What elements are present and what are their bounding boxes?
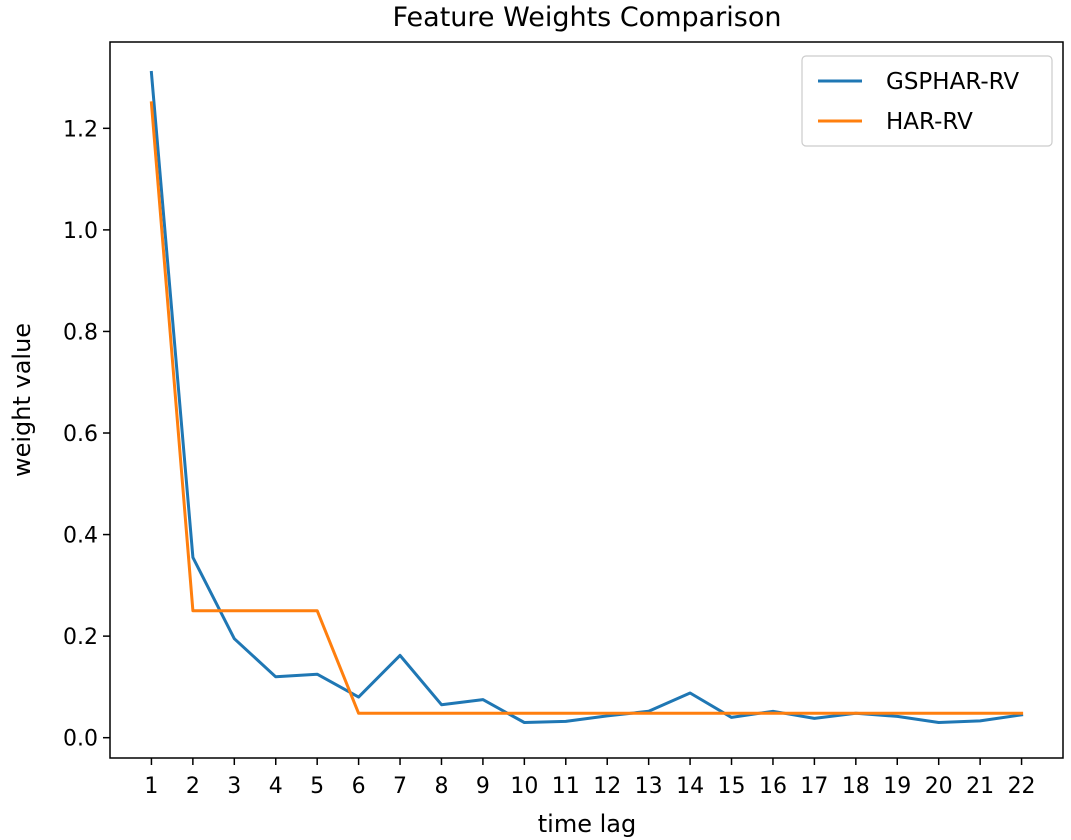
y-axis-title: weight value	[8, 323, 36, 477]
x-tick-label: 12	[593, 774, 621, 799]
x-tick-label: 3	[227, 774, 241, 799]
chart-title: Feature Weights Comparison	[393, 2, 782, 33]
x-tick-label: 19	[883, 774, 911, 799]
x-tick-label: 1	[144, 774, 158, 799]
x-tick-label: 9	[476, 774, 490, 799]
x-tick-label: 6	[352, 774, 366, 799]
legend: GSPHAR-RV HAR-RV	[801, 55, 1053, 147]
y-axis: 0.0 0.2 0.4 0.6 0.8 1.0 1.2	[63, 117, 110, 752]
x-tick-label: 7	[393, 774, 407, 799]
x-axis-title: time lag	[538, 810, 636, 838]
x-tick-label: 15	[718, 774, 746, 799]
y-tick-label: 0.0	[63, 727, 98, 752]
x-tick-label: 4	[269, 774, 283, 799]
x-tick-label: 8	[434, 774, 448, 799]
plot-frame	[109, 41, 1064, 759]
series-line-1	[149, 70, 1024, 724]
legend-label-1: GSPHAR-RV	[886, 69, 1019, 95]
x-tick-label: 11	[552, 774, 580, 799]
y-tick-label: 1.0	[63, 219, 98, 244]
x-tick-label: 10	[510, 774, 538, 799]
plot-area	[109, 41, 1064, 759]
x-axis: 1 2 3 4 5 6 7 8 9 10 11 12 13 14 15 16 17 18 19 20 21 22	[144, 758, 1036, 799]
x-tick-label: 16	[759, 774, 787, 799]
y-tick-label: 0.8	[63, 320, 98, 345]
legend-box	[801, 55, 1053, 147]
x-tick-label: 20	[925, 774, 953, 799]
x-tick-label: 22	[1008, 774, 1036, 799]
y-tick-label: 0.6	[63, 422, 98, 447]
y-tick-label: 1.2	[63, 117, 98, 142]
y-tick-label: 0.4	[63, 524, 98, 549]
legend-label-2: HAR-RV	[886, 109, 973, 135]
x-tick-label: 13	[635, 774, 663, 799]
x-tick-label: 2	[186, 774, 200, 799]
x-tick-label: 5	[310, 774, 324, 799]
x-tick-label: 14	[676, 774, 704, 799]
series-line-2	[149, 101, 1024, 715]
x-tick-label: 21	[966, 774, 994, 799]
y-tick-label: 0.2	[63, 625, 98, 650]
x-tick-label: 17	[800, 774, 828, 799]
x-tick-label: 18	[842, 774, 870, 799]
